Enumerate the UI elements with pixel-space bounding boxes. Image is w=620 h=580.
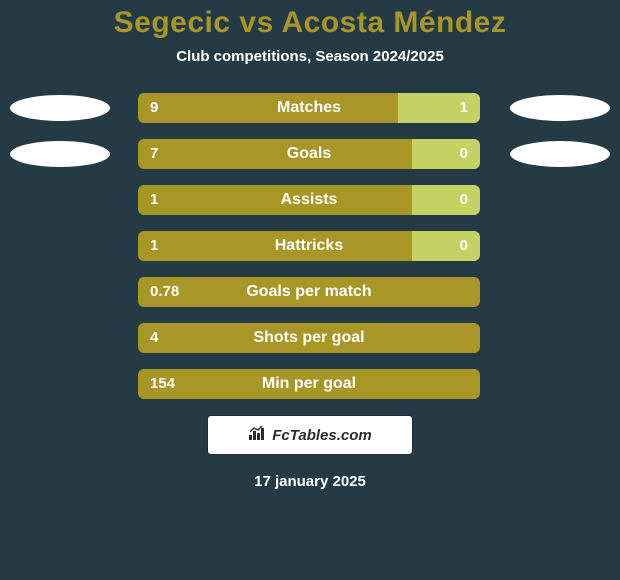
stat-bar: Matches9 1 <box>138 93 480 123</box>
team-badge-right <box>510 95 610 121</box>
stat-row: Goals per match0.78 <box>0 277 620 307</box>
stat-value-left: 0.78 <box>150 277 179 307</box>
stat-bar: Goals7 0 <box>138 139 480 169</box>
stat-value-right: 0 <box>460 139 468 169</box>
stat-value-right: 0 <box>460 231 468 261</box>
footer-date: 17 january 2025 <box>0 473 620 490</box>
stat-value-right: 0 <box>460 185 468 215</box>
stat-bar: Min per goal154 <box>138 369 480 399</box>
stat-label: Assists <box>138 185 480 215</box>
stat-row: Shots per goal4 <box>0 323 620 353</box>
stat-value-left: 1 <box>150 185 158 215</box>
stat-label: Min per goal <box>138 369 480 399</box>
stat-label: Goals <box>138 139 480 169</box>
team-badge-left <box>10 95 110 121</box>
stat-bar: Shots per goal4 <box>138 323 480 353</box>
stat-value-right: 1 <box>460 93 468 123</box>
stat-row: Goals7 0 <box>0 139 620 169</box>
footer-logo-text: FcTables.com <box>272 427 371 444</box>
stat-row: Min per goal154 <box>0 369 620 399</box>
stat-row: Hattricks1 0 <box>0 231 620 261</box>
footer-logo[interactable]: FcTables.com <box>207 415 413 455</box>
stat-value-left: 154 <box>150 369 175 399</box>
stat-rows: Matches91Goals70Assists10Hattricks10Goal… <box>0 93 620 399</box>
stat-label: Goals per match <box>138 277 480 307</box>
stat-label: Hattricks <box>138 231 480 261</box>
page-title: Segecic vs Acosta Méndez <box>0 6 620 40</box>
stat-row: Assists1 0 <box>0 185 620 215</box>
stat-row: Matches9 1 <box>0 93 620 123</box>
stat-label: Matches <box>138 93 480 123</box>
comparison-card: Segecic vs Acosta Méndez Club competitio… <box>0 0 620 580</box>
page-subtitle: Club competitions, Season 2024/2025 <box>0 48 620 65</box>
chart-icon <box>248 425 266 445</box>
stat-value-left: 7 <box>150 139 158 169</box>
stat-value-left: 4 <box>150 323 158 353</box>
stat-bar: Hattricks1 0 <box>138 231 480 261</box>
stat-value-left: 1 <box>150 231 158 261</box>
stat-bar: Assists1 0 <box>138 185 480 215</box>
stat-label: Shots per goal <box>138 323 480 353</box>
stat-bar: Goals per match0.78 <box>138 277 480 307</box>
team-badge-left <box>10 141 110 167</box>
team-badge-right <box>510 141 610 167</box>
stat-value-left: 9 <box>150 93 158 123</box>
